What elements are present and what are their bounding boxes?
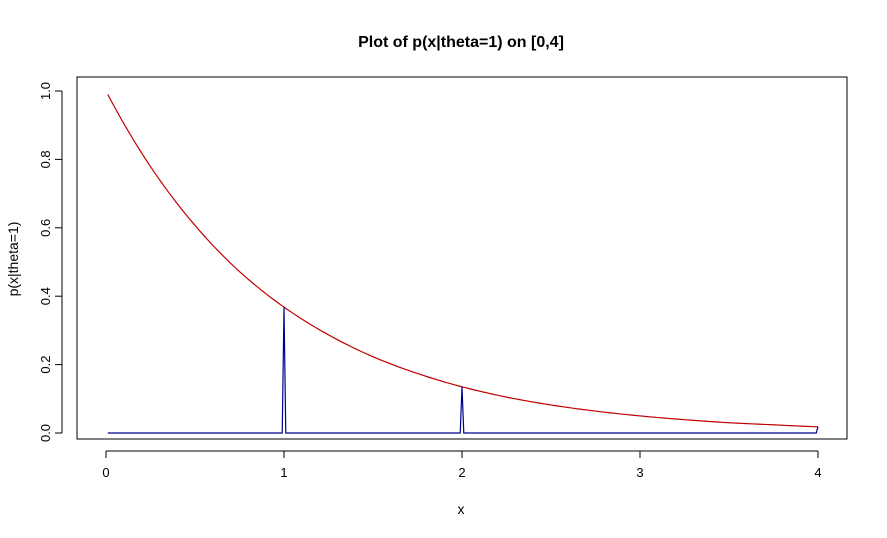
density-curve (107, 94, 819, 428)
y-tick-label: 0.4 (38, 287, 53, 305)
y-tick-label: 0.6 (38, 219, 53, 237)
y-tick-label: 0.0 (38, 424, 53, 442)
y-tick-label: 1.0 (38, 82, 53, 100)
plot-box (76, 76, 848, 440)
x-tick-label: 4 (814, 465, 821, 480)
y-tick-label: 0.8 (38, 150, 53, 168)
x-tick-label: 3 (636, 465, 643, 480)
series-layer (107, 94, 819, 434)
chart-title: Plot of p(x|theta=1) on [0,4] (358, 34, 564, 51)
x-tick-label: 0 (102, 465, 109, 480)
x-axis-label: x (458, 501, 465, 517)
x-axis: 0 1 2 3 4 (102, 450, 822, 480)
y-axis: 0.0 0.2 0.4 0.6 0.8 1.0 (38, 82, 63, 442)
y-tick-label: 0.2 (38, 356, 53, 374)
y-axis-label: p(x|theta=1) (5, 222, 21, 297)
spike-series (107, 307, 819, 434)
x-tick-label: 1 (280, 465, 287, 480)
x-tick-label: 2 (458, 465, 465, 480)
